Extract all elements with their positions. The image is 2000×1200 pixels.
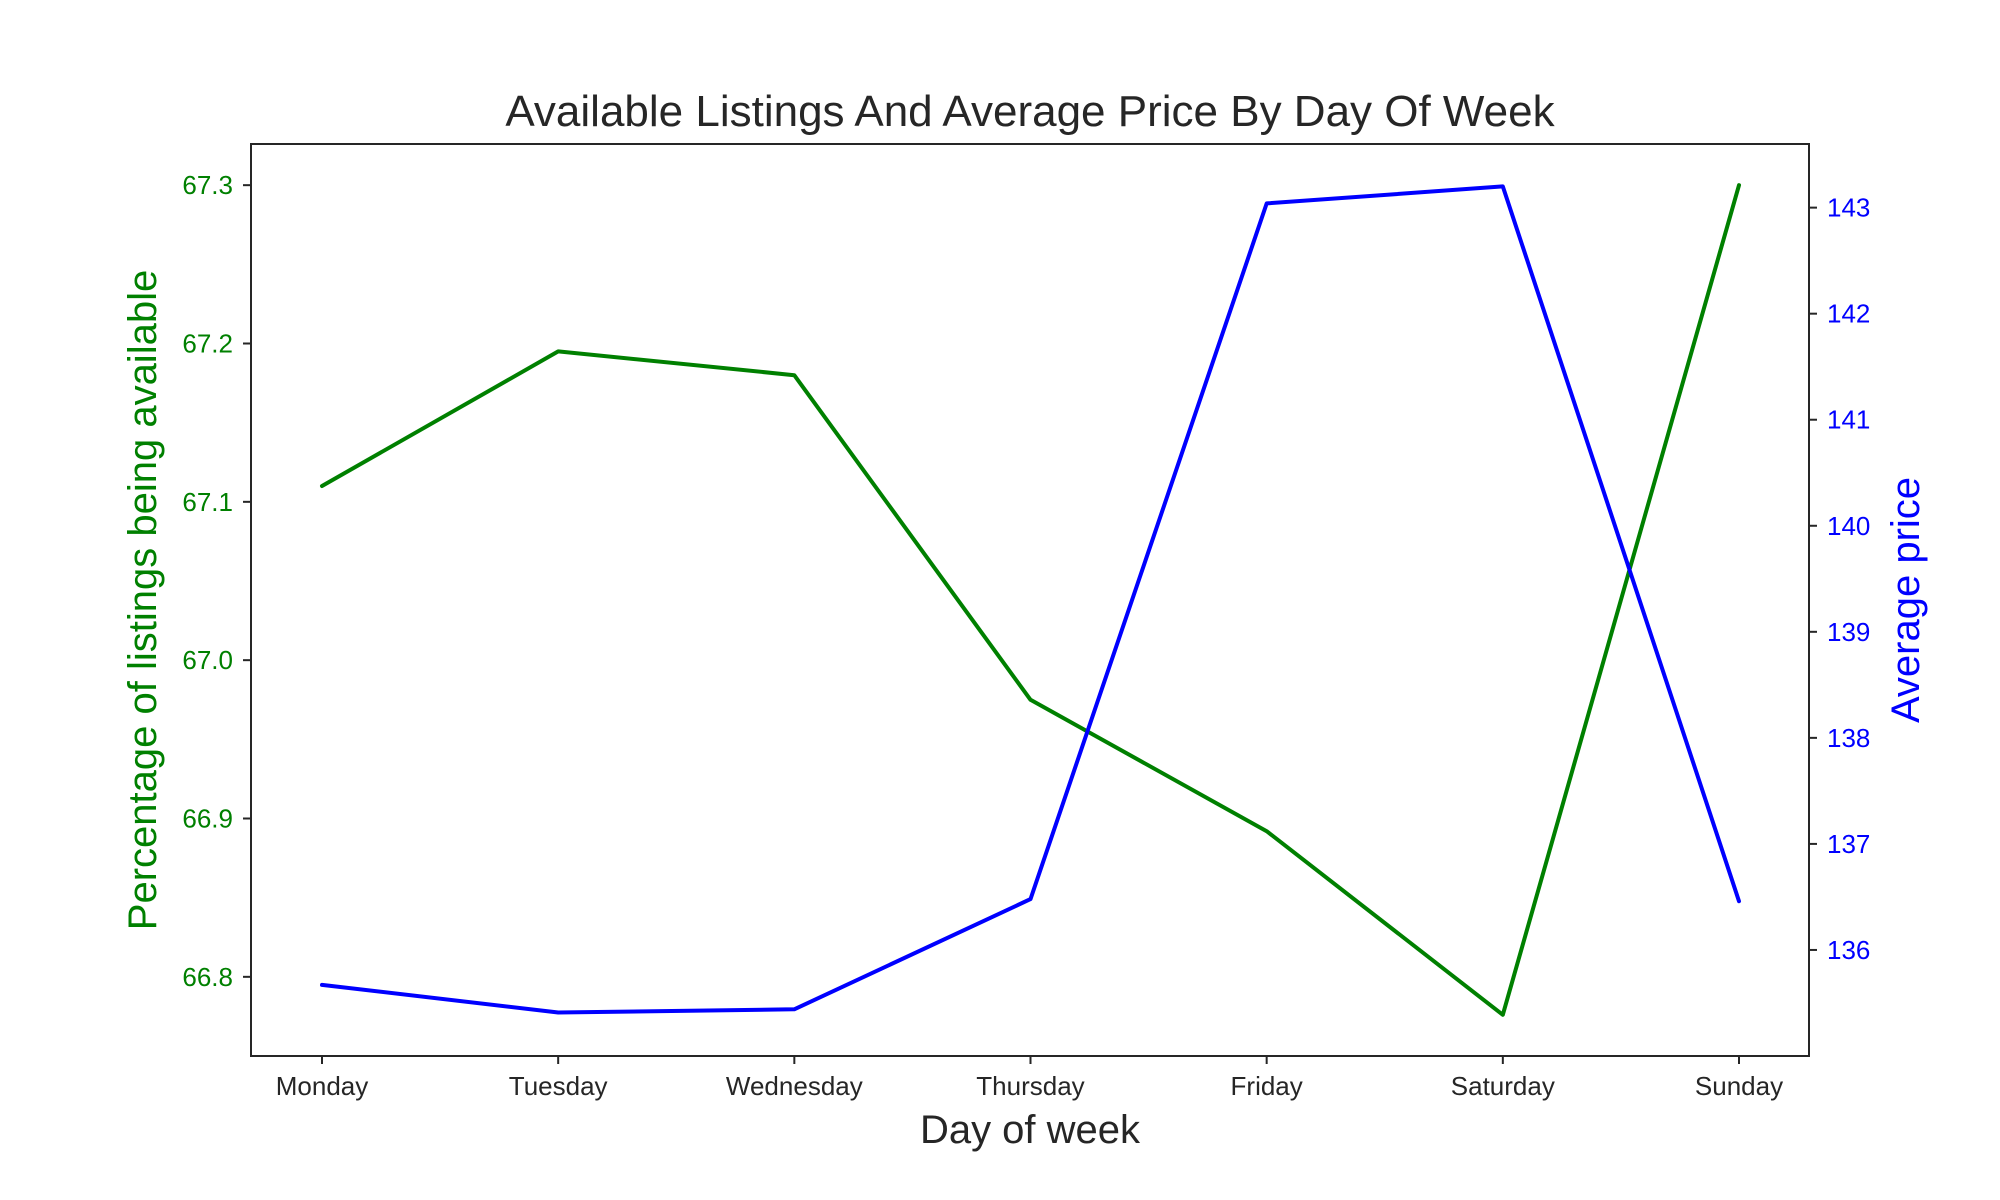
price-series-line — [320, 184, 1741, 1015]
right-y-tick-label: 138 — [1827, 723, 1870, 753]
right-y-tick-label: 137 — [1827, 829, 1870, 859]
availability-series-line — [320, 183, 1741, 1017]
left-y-tick-label: 67.1 — [182, 487, 233, 517]
chart-title: Available Listings And Average Price By … — [505, 87, 1555, 136]
x-tick-label: Wednesday — [726, 1071, 863, 1101]
right-y-tick-label: 140 — [1827, 511, 1870, 541]
left-y-tick-label: 66.9 — [182, 804, 233, 834]
right-y-axis: 136 137 138 139 140 141 142 143 — [1809, 193, 1870, 965]
right-y-tick-label: 136 — [1827, 935, 1870, 965]
x-tick-label: Thursday — [976, 1071, 1084, 1101]
x-axis: Monday Tuesday Wednesday Thursday Friday Satu… — [276, 1056, 1783, 1101]
left-y-axis-title: Percentage of listings being available — [121, 270, 165, 930]
series-layer — [320, 183, 1741, 1017]
right-y-tick-label: 139 — [1827, 617, 1870, 647]
x-tick-label: Sunday — [1695, 1071, 1783, 1101]
x-tick-label: Friday — [1231, 1071, 1303, 1101]
x-tick-label: Tuesday — [509, 1071, 608, 1101]
right-y-tick-label: 143 — [1827, 193, 1870, 223]
right-y-axis-title: Average price — [1884, 477, 1928, 723]
x-axis-title: Day of week — [920, 1108, 1141, 1152]
right-y-tick-label: 141 — [1827, 405, 1870, 435]
left-y-tick-label: 66.8 — [182, 962, 233, 992]
right-y-tick-label: 142 — [1827, 299, 1870, 329]
left-y-axis: 66.8 66.9 67.0 67.1 67.2 67.3 — [182, 170, 251, 992]
plot-frame — [250, 143, 1810, 1057]
x-tick-label: Monday — [276, 1071, 369, 1101]
left-y-tick-label: 67.0 — [182, 645, 233, 675]
x-tick-label: Saturday — [1451, 1071, 1555, 1101]
left-y-tick-label: 67.2 — [182, 329, 233, 359]
left-y-tick-label: 67.3 — [182, 170, 233, 200]
